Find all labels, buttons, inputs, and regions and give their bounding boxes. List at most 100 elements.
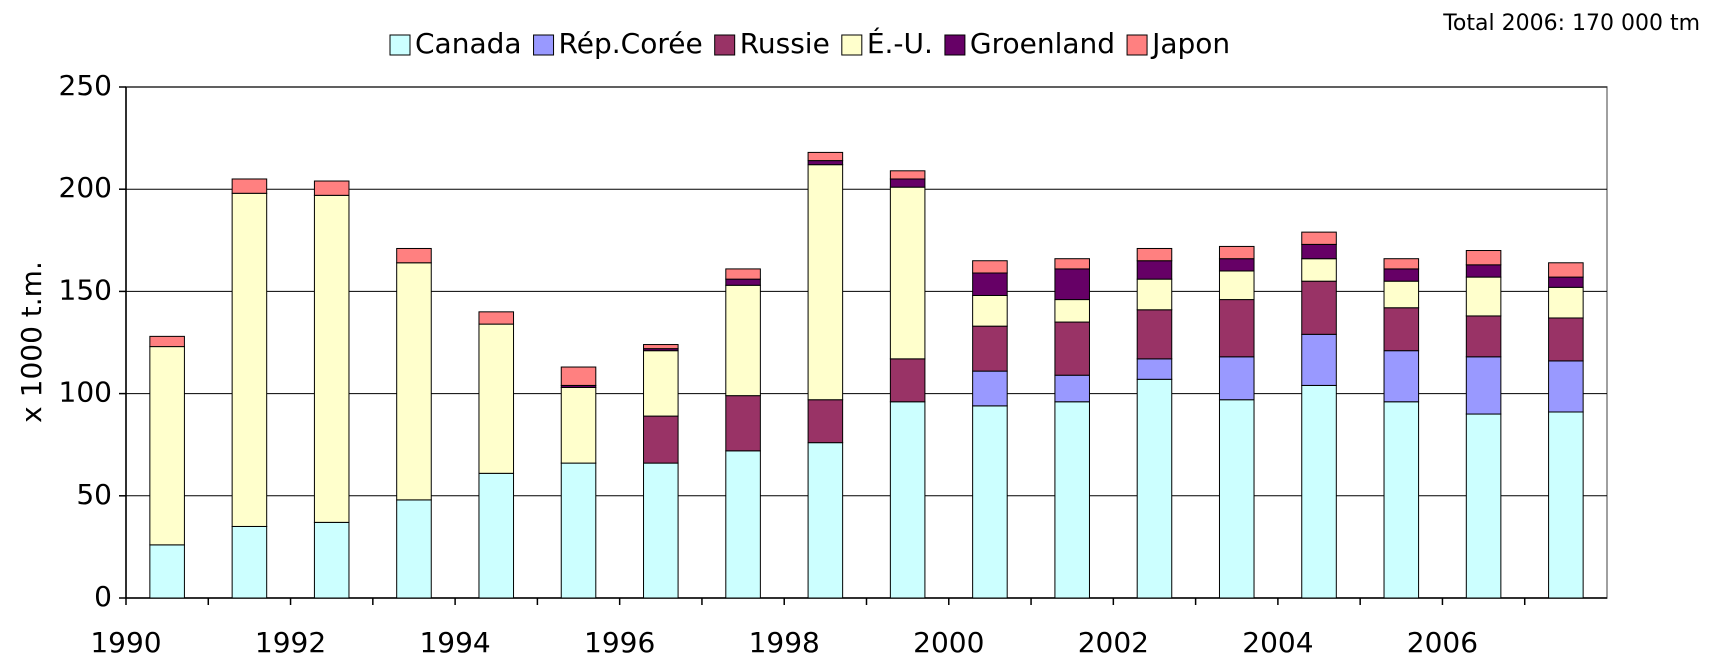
bar-segment [889, 401, 926, 599]
bar-segment [807, 164, 844, 401]
x-tick-label: 1996 [584, 626, 655, 659]
bar-segment [313, 194, 350, 523]
bar-segment [1218, 270, 1255, 301]
bar-segment [231, 192, 268, 527]
bar-segment [149, 544, 185, 599]
bar-segment [1465, 315, 1502, 358]
bar-segment [1383, 280, 1420, 309]
bar-segment [807, 399, 844, 444]
legend-swatch [841, 34, 863, 56]
bar-segment [1218, 245, 1255, 260]
bar-segment [1548, 286, 1584, 319]
bar-segment [972, 294, 1008, 327]
legend-swatch [389, 34, 411, 56]
bar-segment [807, 442, 844, 599]
bar-segment [972, 325, 1008, 372]
bar-segment [560, 386, 597, 464]
y-tick-label: 100 [59, 376, 112, 409]
bar-segment [1136, 260, 1173, 280]
bar-segment [1054, 268, 1090, 301]
bar-segment [313, 521, 350, 599]
bar-segment [1548, 317, 1584, 362]
bar-segment [643, 462, 679, 599]
bar-segment [889, 178, 926, 188]
x-tick-label: 2000 [913, 626, 984, 659]
bar-segment [1465, 356, 1502, 415]
x-tick-label: 2004 [1242, 626, 1313, 659]
legend-swatch [533, 34, 555, 56]
y-tick-label: 200 [59, 171, 112, 204]
legend-label: Japon [1150, 27, 1230, 60]
y-tick-label: 150 [59, 273, 112, 306]
bar-segment [1218, 399, 1255, 599]
bar-segment [1301, 231, 1337, 245]
bar-segment [725, 284, 761, 397]
bar-segment [889, 358, 926, 403]
bar-segment [1054, 321, 1090, 376]
bar-segment [1301, 243, 1337, 260]
legend-label: Rép.Corée [559, 27, 703, 60]
legend-label: É.-U. [867, 26, 933, 60]
bar-segment [478, 323, 515, 474]
bar-segment [1054, 299, 1090, 323]
y-tick-label: 50 [76, 478, 112, 511]
bar-segment [231, 178, 268, 194]
bar-segment [396, 262, 432, 501]
bar-segment [1548, 411, 1584, 599]
y-tick-label: 0 [94, 580, 112, 613]
bar-segment [807, 160, 844, 166]
bar-segment [972, 260, 1008, 274]
bar-segment [1054, 258, 1090, 270]
legend-label: Groenland [970, 27, 1115, 60]
bar-segment [1383, 401, 1420, 599]
bar-segment [1301, 280, 1337, 335]
bar-segment [1465, 264, 1502, 278]
bar-segment [889, 170, 926, 180]
bar-segment [396, 247, 432, 264]
bar-segment [1548, 360, 1584, 413]
x-tick-label: 1992 [255, 626, 326, 659]
bar-segment [807, 151, 844, 162]
bar-segment [1218, 299, 1255, 358]
bar-segment [725, 278, 761, 286]
bar-segment [478, 311, 515, 325]
bar-segment [560, 462, 597, 599]
bar-segment [1136, 378, 1173, 599]
bar-segment [972, 405, 1008, 599]
y-tick-label: 250 [59, 69, 112, 102]
bar-segment [1136, 358, 1173, 380]
bar-segment [1301, 258, 1337, 282]
bar-segment [1218, 258, 1255, 272]
legend-swatch [1126, 34, 1148, 56]
bar-segment [725, 450, 761, 599]
bar-segment [643, 415, 679, 464]
annotation: Total 2006: 170 000 tm [1442, 11, 1700, 36]
bar-segment [1301, 384, 1337, 599]
bar-segment [643, 350, 679, 417]
bar-segment [1136, 247, 1173, 262]
bar-segment [1383, 307, 1420, 352]
bar-segment [643, 344, 679, 350]
bar-segment [1054, 401, 1090, 599]
bar-segment [149, 346, 185, 546]
bar-segment [1465, 413, 1502, 599]
bar-segment [725, 395, 761, 452]
bar-segment [313, 180, 350, 196]
bar-segment [1548, 262, 1584, 278]
legend-swatch [944, 34, 966, 56]
bar-segment [972, 370, 1008, 407]
bar-segment [889, 186, 926, 360]
bar-segment [1465, 250, 1502, 266]
bar-segment [149, 335, 185, 348]
x-tick-label: 1990 [90, 626, 161, 659]
bar-segment [1465, 276, 1502, 317]
x-tick-label: 2002 [1078, 626, 1149, 659]
bar-segment [560, 366, 597, 386]
bar-segment [1218, 356, 1255, 401]
bar-segment [1054, 374, 1090, 403]
bar-segment [396, 499, 432, 599]
bar-segment [972, 272, 1008, 296]
bar-segment [1383, 268, 1420, 282]
